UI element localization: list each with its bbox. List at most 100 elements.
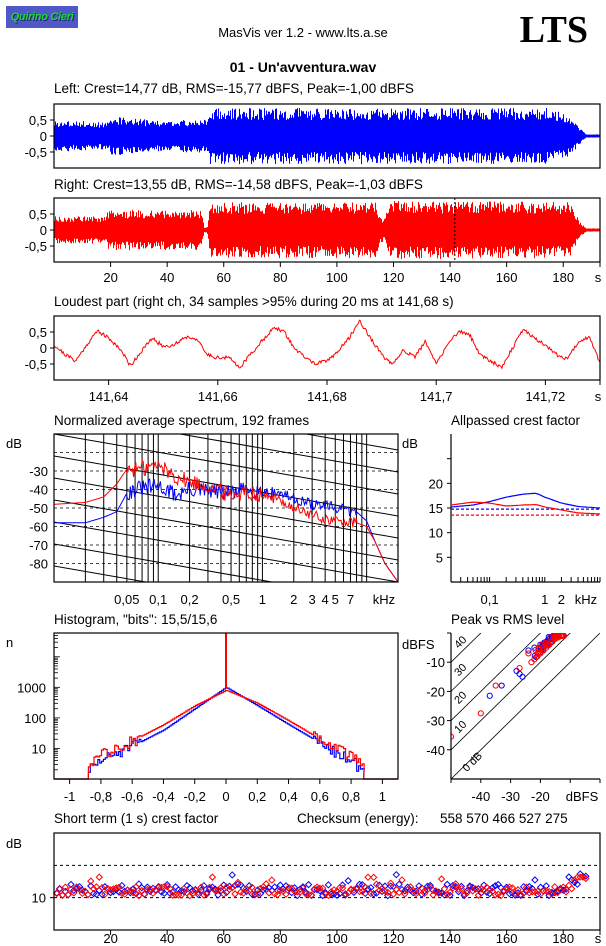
left-point <box>443 880 451 889</box>
y-tick-label: 100 <box>24 711 46 726</box>
right-point <box>293 888 302 896</box>
right-point <box>171 891 180 899</box>
right-histogram-line <box>54 690 398 780</box>
right-point <box>140 890 149 899</box>
slope-line <box>177 434 398 473</box>
histogram-title: Histogram, "bits": 15,5/15,6 <box>54 612 218 627</box>
left-point <box>336 889 344 898</box>
right-point <box>299 884 307 892</box>
right-point <box>98 883 106 892</box>
right-point <box>532 646 539 654</box>
right-point <box>92 883 101 891</box>
x-tick-label: 1 <box>541 592 548 607</box>
y-tick-label: 0 <box>40 223 47 238</box>
right-point <box>576 873 584 881</box>
left-point <box>361 889 369 898</box>
x-tick-label: 0,1 <box>481 592 499 607</box>
y-tick-label: -0,5 <box>25 239 47 254</box>
right-point <box>358 887 367 896</box>
histogram-chart: 1000 100 10 n -1 -0,8 -0,6 -0,4 -0,2 0 0,2 0,4 0,6 0,… <box>6 632 398 804</box>
right-point <box>256 884 265 893</box>
slope-line <box>54 521 398 582</box>
short-term-crest-frame <box>53 832 601 931</box>
loudest-part-title: Loudest part (right ch, 34 samples >95% … <box>54 294 454 309</box>
right-waveform-signal <box>54 200 600 260</box>
right-point <box>180 884 188 893</box>
right-point <box>364 873 372 881</box>
left-point <box>418 890 426 899</box>
right-point <box>398 876 406 884</box>
checksum-value: 558 570 466 527 275 <box>440 811 568 826</box>
left-point <box>392 870 401 879</box>
right-point <box>64 890 72 899</box>
y-tick-label: -0,5 <box>25 357 47 372</box>
x-tick-label: 0,4 <box>280 789 298 804</box>
right-point <box>548 890 556 898</box>
right-point <box>457 884 466 893</box>
right-point <box>319 884 327 892</box>
x-tick-label: 7 <box>347 592 354 607</box>
right-point <box>253 890 262 898</box>
y-tick-label: 0 <box>40 129 47 144</box>
right-point <box>327 888 335 896</box>
right-point <box>214 886 222 894</box>
y-axis-label: dBFS <box>402 637 435 652</box>
x-tick-label: 0,6 <box>311 789 329 804</box>
right-point <box>121 890 129 898</box>
left-point <box>324 881 333 889</box>
spectrum-grid <box>54 434 398 582</box>
left-point <box>137 883 146 892</box>
right-point <box>531 888 539 896</box>
right-point <box>137 886 146 895</box>
right-point <box>217 884 225 892</box>
left-point <box>92 890 101 899</box>
right-point <box>460 890 468 898</box>
left-point <box>426 881 434 890</box>
left-point <box>302 888 310 897</box>
x-tick-label: -1 <box>64 789 76 804</box>
crest-line-label: 20 <box>452 689 469 706</box>
right-point <box>169 891 177 899</box>
right-point <box>106 886 115 894</box>
right-point <box>559 883 567 891</box>
left-point <box>384 891 392 900</box>
right-point <box>491 891 500 899</box>
right-point <box>375 886 384 895</box>
checksum-label: Checksum (energy): <box>297 811 419 826</box>
right-point <box>239 889 248 897</box>
y-tick-label: -60 <box>29 520 48 535</box>
right-point <box>200 891 208 899</box>
right-point <box>451 733 455 740</box>
peak-rms-title: Peak vs RMS level <box>451 612 565 627</box>
right-point <box>367 889 375 898</box>
left-point <box>440 891 449 899</box>
y-tick-label: 0 <box>40 341 47 356</box>
left-point <box>412 887 420 895</box>
right-point <box>516 664 523 672</box>
right-point <box>78 889 86 898</box>
x-tick-label: 180 <box>552 270 574 285</box>
right-point <box>186 891 194 900</box>
crest-factor-title: Allpassed crest factor <box>451 413 581 428</box>
crest-line-label: 10 <box>452 719 469 736</box>
y-tick-label: -30 <box>29 464 48 479</box>
x-unit-label: s <box>595 270 602 285</box>
y-tick-label: -30 <box>426 714 445 729</box>
right-point <box>282 890 290 898</box>
right-point <box>418 884 426 892</box>
right-point <box>474 891 483 899</box>
x-tick-label: -0,4 <box>152 789 174 804</box>
crest-diagonal <box>451 633 541 721</box>
right-point <box>539 644 546 651</box>
left-waveform-signal <box>54 107 600 165</box>
right-point <box>262 880 270 888</box>
x-unit-label: dBFS <box>566 789 599 804</box>
right-point <box>517 890 525 899</box>
y-tick-label: 5 <box>436 550 443 565</box>
right-waveform-title: Right: Crest=13,55 dB, RMS=-14,58 dBFS, … <box>54 177 423 192</box>
left-point <box>251 890 259 899</box>
left-point <box>525 647 532 654</box>
x-tick-label: -0,2 <box>184 789 206 804</box>
x-tick-label: -20 <box>531 789 550 804</box>
right-point <box>101 890 109 899</box>
